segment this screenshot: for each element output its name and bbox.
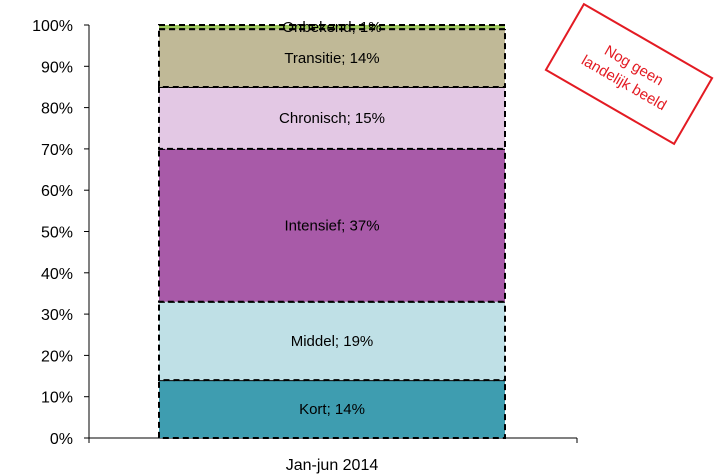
y-tick-label: 0% [50,431,73,448]
y-tick-label: 90% [41,59,73,76]
y-tick-label: 10% [41,390,73,407]
y-axis: 0% 10% 20% 30% 40% 50% 60% 70% 80% 90% 100% [32,18,90,448]
y-tick-label: 60% [41,183,73,200]
y-tick-label: 30% [41,307,73,324]
y-tick-label: 70% [41,142,73,159]
x-tick-label: Jan-jun 2014 [286,457,379,474]
stamp: Nog geen landelijk beeld [544,2,714,146]
bar-segments [158,24,506,439]
x-axis: Jan-jun 2014 [88,437,578,474]
bar-segment-transitie [158,28,506,88]
bar-segment-kort [158,379,506,439]
data-label-transitie: Transitie; 14% [284,50,379,67]
bar-segment-middel [158,300,506,382]
stamp-border [544,2,714,146]
data-label-onbekend: Onbekend; 1% [282,19,381,36]
data-label-kort: Kort; 14% [299,401,365,418]
bar-segment-onbekend [158,24,506,31]
data-label-chronisch: Chronisch; 15% [279,110,385,127]
data-labels: Kort; 14% Middel; 19% Intensief; 37% Chroni… [279,19,385,418]
data-label-intensief: Intensief; 37% [284,217,379,234]
y-tick-label: 80% [41,101,73,118]
data-label-middel: Middel; 19% [291,333,374,350]
y-tick-label: 50% [41,225,73,242]
y-tick-label: 40% [41,266,73,283]
y-tick-label: 100% [32,18,73,35]
y-tick-label: 20% [41,348,73,365]
